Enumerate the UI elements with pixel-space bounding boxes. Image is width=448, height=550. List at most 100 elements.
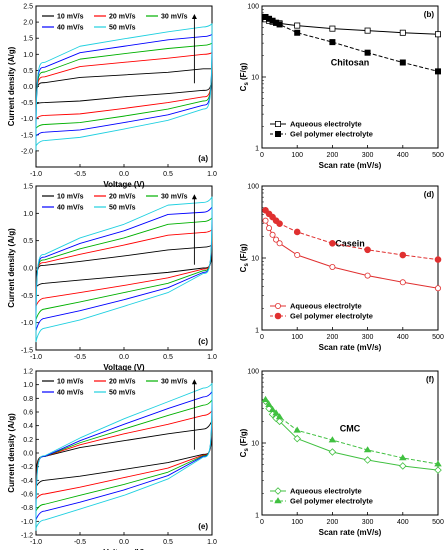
data-point xyxy=(434,256,442,263)
arrow-head xyxy=(191,14,197,20)
x-tick-label: 400 xyxy=(397,519,409,526)
y-tick-label: 0.6 xyxy=(23,410,33,417)
legend-label: Aqueous electrolyte xyxy=(290,487,362,496)
y-tick-label: 0.8 xyxy=(23,396,33,403)
data-point xyxy=(293,426,301,433)
y-tick-label: 1.0 xyxy=(23,52,33,59)
y-tick-label: 2.5 xyxy=(23,4,33,11)
data-point xyxy=(266,225,273,232)
data-point xyxy=(274,121,281,128)
cv-curve xyxy=(35,33,213,141)
y-tick-label: -0.6 xyxy=(21,492,33,499)
data-point xyxy=(293,228,301,236)
x-tick-label: 300 xyxy=(362,334,374,341)
x-tick-label: 0 xyxy=(260,152,264,159)
cv-curve xyxy=(35,419,213,488)
legend-label: 20 mV/s xyxy=(109,194,136,201)
panel-label: (d) xyxy=(424,190,435,199)
data-point xyxy=(293,434,301,443)
data-point xyxy=(273,236,280,243)
x-tick-label: 0.5 xyxy=(163,171,173,178)
x-tick-label: -1.0 xyxy=(30,171,42,178)
y-tick-label: 1 xyxy=(255,328,259,335)
data-point xyxy=(294,22,301,29)
cv-panel-0: -1.0 -0.5 0.0 0.5 1.0 -2.0 -1.5 -1.0 -0.5 0.0 0.5 1… xyxy=(7,4,217,190)
data-point xyxy=(274,312,282,320)
data-point xyxy=(275,413,284,420)
legend-label: 10 mV/s xyxy=(57,194,84,201)
chart-title: Chitosan xyxy=(331,58,370,68)
y-axis-label-main: C xyxy=(239,266,248,272)
x-tick-label: 0.5 xyxy=(163,539,173,546)
y-tick-label: 0.0 xyxy=(23,451,33,458)
data-point xyxy=(434,285,441,292)
data-point xyxy=(269,231,276,238)
y-axis-label: Cs (F/g) xyxy=(239,243,250,272)
x-axis-label: Scan rate (mV/s) xyxy=(319,161,382,170)
data-point xyxy=(274,497,282,504)
x-tick-label: 0 xyxy=(260,519,264,526)
data-point xyxy=(434,460,442,467)
legend-label: 10 mV/s xyxy=(57,14,84,21)
cv-curve xyxy=(35,229,213,307)
panel-label: (b) xyxy=(424,10,435,19)
series-line xyxy=(265,220,439,289)
data-point xyxy=(364,49,371,56)
data-point xyxy=(364,27,371,34)
data-point xyxy=(276,21,283,28)
x-tick-label: 400 xyxy=(397,334,409,341)
x-tick-label: 0.0 xyxy=(119,354,129,361)
y-axis-label: Cs (F/g) xyxy=(239,62,250,91)
y-axis-label-sub: s xyxy=(244,448,250,452)
data-point xyxy=(399,462,407,470)
data-point xyxy=(434,31,441,38)
y-tick-label: 1 xyxy=(255,513,259,520)
legend-label: 40 mV/s xyxy=(57,390,84,397)
x-tick-label: 0.0 xyxy=(119,171,129,178)
y-axis-label: Cs (F/g) xyxy=(239,428,250,457)
x-tick-label: 1.0 xyxy=(207,354,217,361)
y-axis-label-unit: (F/g) xyxy=(239,62,248,82)
legend-label: 50 mV/s xyxy=(109,25,136,32)
y-tick-label: 100 xyxy=(247,369,259,376)
data-point xyxy=(276,240,283,247)
data-point xyxy=(363,456,372,464)
y-tick-label: 0.5 xyxy=(23,68,33,75)
y-tick-label: -1.2 xyxy=(21,533,33,540)
data-point xyxy=(274,130,281,137)
cs-panel-1: 0 100 200 300 400 500 1 10 100 Scan rate (mV/s) Cs… xyxy=(239,4,444,171)
series-line xyxy=(265,18,439,35)
legend-label: Aqueous electrolyte xyxy=(290,120,362,129)
x-tick-label: 1.0 xyxy=(207,539,217,546)
x-tick-label: -0.5 xyxy=(74,539,86,546)
cv-panel-4: -1.0 -0.5 0.0 0.5 1.0-1.2-1.0-0.8-0.6-0.4-0.… xyxy=(7,369,217,550)
y-axis-label-unit: (F/g) xyxy=(239,428,248,448)
x-tick-label: 300 xyxy=(362,519,374,526)
data-point xyxy=(262,217,269,224)
data-point xyxy=(363,446,372,453)
data-point xyxy=(268,405,277,413)
data-point xyxy=(276,220,283,227)
y-axis-label-main: C xyxy=(239,85,248,91)
data-point xyxy=(399,59,406,66)
x-tick-label: -0.5 xyxy=(74,171,86,178)
data-point xyxy=(329,263,336,270)
legend-label: 30 mV/s xyxy=(161,194,188,201)
data-point xyxy=(329,240,336,247)
cv-curve xyxy=(35,382,213,531)
y-tick-label: 1.5 xyxy=(23,36,33,43)
y-tick-label: -1.0 xyxy=(21,320,33,327)
y-tick-label: -1.0 xyxy=(21,519,33,526)
data-point xyxy=(399,29,406,36)
legend-label: 40 mV/s xyxy=(57,25,84,32)
x-axis-label: Scan rate (mV/s) xyxy=(319,528,382,537)
data-point xyxy=(399,454,407,461)
series-line xyxy=(265,16,439,72)
x-tick-label: 0.5 xyxy=(163,354,173,361)
y-tick-label: 0.0 xyxy=(23,84,33,91)
y-tick-label: -0.5 xyxy=(21,293,33,300)
y-tick-label: 0.5 xyxy=(23,238,33,245)
data-point xyxy=(265,400,273,408)
x-tick-label: 100 xyxy=(291,152,303,159)
x-tick-label: 0 xyxy=(260,334,264,341)
